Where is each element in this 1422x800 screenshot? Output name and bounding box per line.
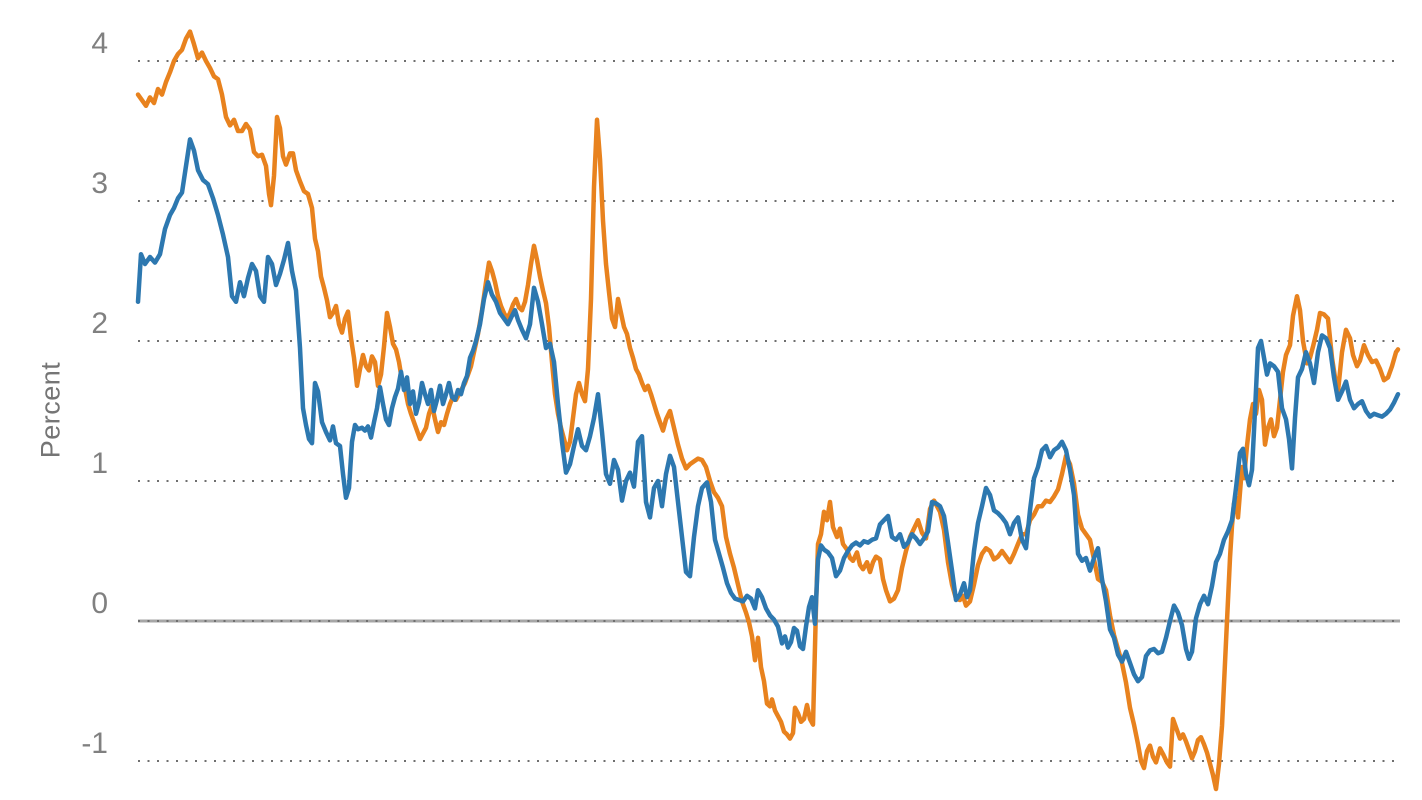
y-tick-label: 0 bbox=[91, 587, 108, 620]
y-tick-label: 1 bbox=[91, 447, 108, 480]
series-line-blue[interactable] bbox=[135, 137, 1401, 684]
series-line-orange[interactable] bbox=[135, 29, 1401, 792]
y-tick-label: 2 bbox=[91, 307, 108, 340]
y-tick-label: 4 bbox=[91, 27, 108, 60]
y-tick-label: 3 bbox=[91, 167, 108, 200]
y-axis-title: Percent bbox=[35, 361, 66, 459]
y-tick-label: -1 bbox=[81, 727, 108, 760]
